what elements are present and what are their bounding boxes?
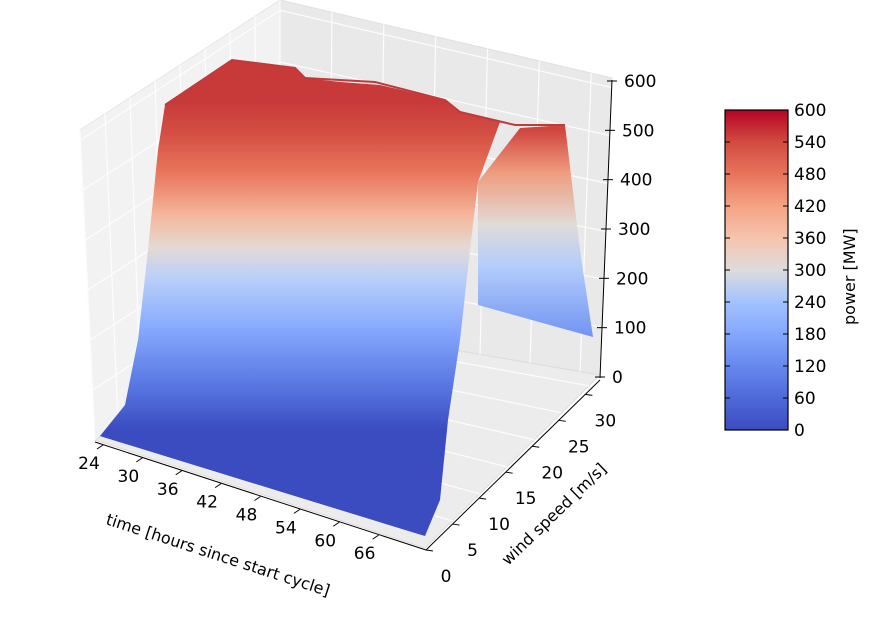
x-tick-label: 48 xyxy=(236,506,258,526)
x-tick-label: 30 xyxy=(118,467,140,487)
y-tick-label: 20 xyxy=(541,463,563,483)
colorbar-tick-label: 180 xyxy=(794,325,826,345)
grid-line xyxy=(104,113,119,426)
z-tick-label: 200 xyxy=(616,269,648,289)
colorbar-gradient xyxy=(724,109,789,431)
colorbar-tick-label: 540 xyxy=(794,133,826,153)
colorbar-tick-label: 240 xyxy=(794,293,826,313)
x-tick-mark xyxy=(332,521,340,527)
y-tick-label: 25 xyxy=(568,437,590,457)
z-tick-label: 100 xyxy=(614,319,646,339)
x-axis-line xyxy=(94,441,427,551)
x-tick-mark xyxy=(136,457,143,463)
y-tick-label: 15 xyxy=(515,489,537,509)
colorbar-tick-label: 480 xyxy=(794,165,826,185)
colorbar: 0 60 120 180 240 300 360 420 480 540 600 power [MW… xyxy=(724,101,859,441)
grid-line xyxy=(279,9,612,89)
x-tick-mark xyxy=(372,534,379,540)
x-tick-mark xyxy=(96,444,104,450)
y-tick-label: 0 xyxy=(441,567,452,587)
grid-line xyxy=(79,129,96,441)
x-axis-label: time [hours since start cycle] xyxy=(104,510,333,600)
surface-front-face xyxy=(100,432,425,536)
x-tick-group: 24 30 36 42 48 54 60 66 xyxy=(78,444,379,564)
power-surface xyxy=(100,58,593,536)
z-tick-group: 0 100 200 300 400 500 600 xyxy=(595,72,656,388)
y-tick-mark xyxy=(558,419,566,422)
z-axis: 0 100 200 300 400 500 600 xyxy=(595,72,656,388)
x-tick-mark xyxy=(214,483,222,489)
y-tick-mark xyxy=(532,445,540,448)
colorbar-tick-label: 360 xyxy=(794,229,826,249)
colorbar-tick-label: 600 xyxy=(794,101,826,121)
colorbar-tick-label: 120 xyxy=(794,357,826,377)
x-tick-label: 36 xyxy=(157,480,179,500)
colorbar-tick-label: 0 xyxy=(794,421,805,441)
x-tick-label: 60 xyxy=(314,531,336,551)
x-tick-mark xyxy=(254,496,261,501)
y-tick-mark xyxy=(452,523,460,526)
grid-line xyxy=(279,61,610,137)
x-tick-label: 24 xyxy=(78,454,100,474)
y-tick-label: 30 xyxy=(595,411,617,431)
z-tick-label: 600 xyxy=(624,72,656,92)
x-tick-mark xyxy=(293,508,301,514)
colorbar-label: power [MW] xyxy=(840,228,859,325)
y-tick-mark xyxy=(505,471,513,474)
colorbar-tick-label: 300 xyxy=(794,261,826,281)
x-tick-label: 66 xyxy=(354,544,376,564)
surface-ridge-highlight xyxy=(164,58,565,126)
colorbar-tick-label: 420 xyxy=(794,197,826,217)
colorbar-tick-group: 0 60 120 180 240 300 360 420 480 540 600 xyxy=(725,101,826,441)
y-tick-label: 5 xyxy=(467,541,478,561)
grid-line xyxy=(80,9,281,141)
surface-back-section xyxy=(478,125,593,337)
z-tick-label: 300 xyxy=(618,220,650,240)
x-tick-label: 42 xyxy=(196,493,218,513)
z-tick-label: 400 xyxy=(620,171,652,191)
x-tick-mark xyxy=(175,470,183,476)
x-tick-label: 54 xyxy=(275,518,297,538)
y-axis-line xyxy=(425,379,601,551)
y-tick-mark xyxy=(585,393,593,396)
colorbar-tick-label: 60 xyxy=(794,389,816,409)
y-tick-label: 10 xyxy=(488,515,510,535)
z-tick-label: 0 xyxy=(612,368,623,388)
z-tick-label: 500 xyxy=(622,121,654,141)
y-tick-mark xyxy=(425,549,434,552)
y-tick-mark xyxy=(479,497,487,500)
surface-main-body xyxy=(100,60,500,536)
